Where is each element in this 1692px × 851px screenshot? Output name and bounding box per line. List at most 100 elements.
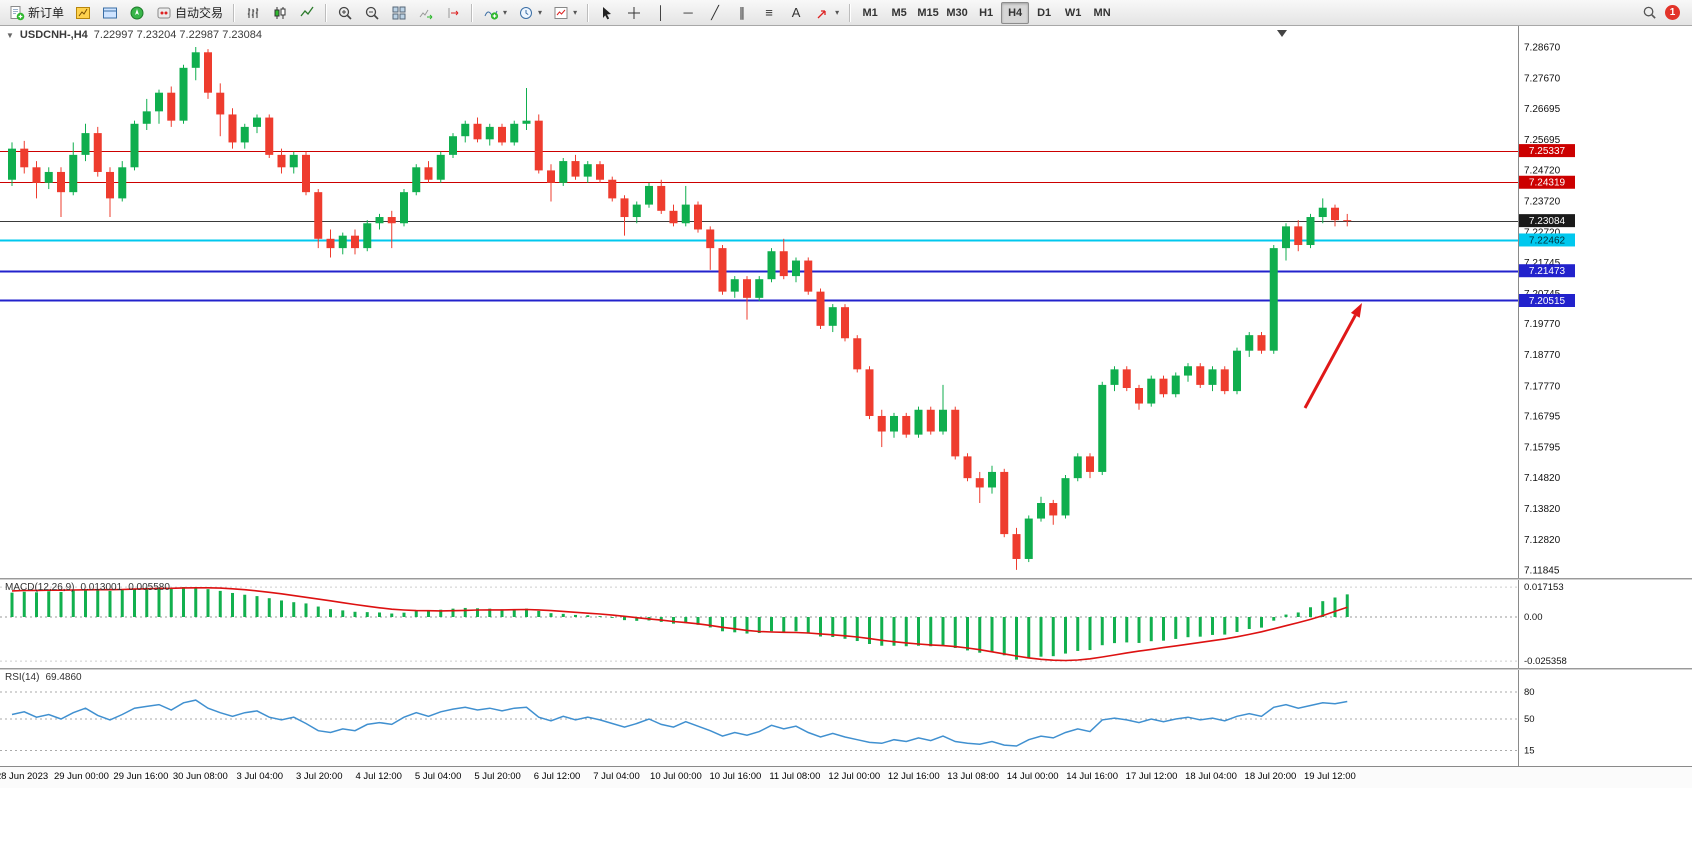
candlestick-button[interactable] — [267, 2, 293, 24]
navigator-button[interactable] — [124, 2, 150, 24]
svg-text:7.22462: 7.22462 — [1529, 235, 1566, 246]
panel-splitter[interactable] — [0, 668, 1692, 670]
tile-windows-button[interactable] — [386, 2, 412, 24]
price-tags: 7.25337 7.24319 7.23084 7.22462 7.21473 7.205… — [1519, 144, 1575, 307]
timeframe-w1[interactable]: W1 — [1064, 6, 1082, 19]
notification-badge[interactable]: 1 — [1665, 5, 1680, 20]
timeframe-m1[interactable]: M1 — [862, 6, 878, 19]
crosshair-tool-button[interactable] — [621, 2, 647, 24]
svg-text:7.22720: 7.22720 — [1524, 227, 1561, 238]
cursor-tool-button[interactable] — [594, 2, 620, 24]
panel-splitter[interactable] — [0, 578, 1692, 580]
text-tool-button[interactable]: A — [783, 2, 809, 24]
channel-tool-button[interactable]: ∥ — [729, 2, 755, 24]
new-order-button[interactable]: 新订单 — [4, 2, 69, 24]
svg-text:7.27670: 7.27670 — [1524, 74, 1561, 85]
periods-icon — [520, 6, 533, 19]
time-label: 18 Jul 20:00 — [1244, 771, 1297, 782]
svg-text:7.23084: 7.23084 — [1529, 216, 1566, 227]
chart-shift-button[interactable] — [440, 2, 466, 24]
svg-text:7.14820: 7.14820 — [1524, 473, 1561, 484]
channel-icon: ∥ — [738, 4, 746, 20]
time-label: 5 Jul 04:00 — [414, 771, 462, 782]
time-label: 30 Jun 08:00 — [172, 771, 228, 782]
time-label: 10 Jul 16:00 — [709, 771, 762, 782]
svg-text:7.11845: 7.11845 — [1524, 566, 1560, 577]
price-chart[interactable]: 7.28670 7.27670 7.26695 7.25695 7.24720 7.237… — [0, 26, 1692, 578]
collapse-triangle-icon[interactable]: ▼ — [6, 30, 14, 40]
macd-signal-line — [11, 587, 1348, 662]
toolbar-separator — [849, 3, 852, 22]
timeframe-m30[interactable]: M30 — [946, 6, 968, 19]
bar-chart-button[interactable] — [240, 2, 266, 24]
timeframe-mn[interactable]: MN — [1093, 6, 1111, 19]
trendline-tool-button[interactable]: ╱ — [702, 2, 728, 24]
vertical-line-icon: │ — [657, 4, 666, 20]
tile-windows-icon — [392, 6, 406, 19]
rsi-chart[interactable]: 80 50 15 — [0, 670, 1692, 766]
time-label: 17 Jul 12:00 — [1125, 771, 1178, 782]
vertical-line-tool-button[interactable]: │ — [648, 2, 674, 24]
time-label: 4 Jul 12:00 — [355, 771, 402, 782]
trend-arrow[interactable] — [1303, 314, 1357, 409]
macd-panel: 0.017153 0.00 -0.025358 MACD(12,26,9) 0.01… — [0, 580, 1692, 668]
timeframe-d1[interactable]: D1 — [1037, 6, 1052, 19]
time-label: 14 Jul 00:00 — [1006, 771, 1059, 782]
svg-text:7.25337: 7.25337 — [1529, 146, 1566, 157]
price-axis-labels[interactable]: 7.28670 7.27670 7.26695 7.25695 7.24720 7.237… — [1524, 43, 1561, 577]
zoom-out-button[interactable] — [359, 2, 385, 24]
svg-text:7.12820: 7.12820 — [1524, 535, 1561, 546]
macd-chart[interactable]: 0.017153 0.00 -0.025358 — [0, 580, 1692, 668]
bottom-blank-area — [0, 788, 1692, 851]
toolbar-separator — [471, 3, 474, 22]
fibonacci-tool-button[interactable]: ≡ — [756, 2, 782, 24]
charts-window-button[interactable] — [70, 2, 96, 24]
horizontal-line-tool-button[interactable]: ─ — [675, 2, 701, 24]
time-label: 19 Jul 12:00 — [1304, 771, 1356, 782]
toolbar-separator — [587, 3, 590, 22]
auto-trading-label: 自动交易 — [175, 6, 224, 20]
rsi-name: RSI(14) — [5, 672, 40, 683]
chart-shift-marker[interactable] — [1277, 30, 1287, 37]
time-axis[interactable]: 28 Jun 2023 29 Jun 00:00 29 Jun 16:00 30 Ju… — [0, 766, 1692, 788]
time-label: 10 Jul 00:00 — [650, 771, 702, 782]
search-icon[interactable] — [1642, 5, 1657, 20]
rsi-panel: 80 50 15 RSI(14) 69.4860 — [0, 670, 1692, 766]
svg-text:-0.025358: -0.025358 — [1524, 656, 1567, 667]
arrows-tool-button[interactable]: ▾ — [810, 2, 844, 24]
dropdown-caret-icon: ▾ — [538, 8, 543, 17]
horizontal-line-icon: ─ — [683, 4, 693, 20]
timeframe-m15[interactable]: M15 — [917, 6, 939, 19]
time-label: 12 Jul 00:00 — [828, 771, 881, 782]
text-icon: A — [791, 4, 801, 20]
timeframe-h4[interactable]: H4 — [1001, 1, 1030, 24]
svg-text:0.00: 0.00 — [1524, 612, 1543, 623]
crosshair-icon — [628, 6, 641, 19]
auto-scroll-button[interactable] — [413, 2, 439, 24]
timeframe-h1[interactable]: H1 — [979, 6, 994, 19]
svg-text:80: 80 — [1524, 687, 1535, 698]
indicators-button[interactable]: ▾ — [478, 2, 512, 24]
profiles-button[interactable] — [97, 2, 123, 24]
svg-text:15: 15 — [1524, 746, 1535, 757]
svg-text:0.017153: 0.017153 — [1524, 582, 1564, 593]
time-label: 14 Jul 16:00 — [1066, 771, 1118, 782]
timeframe-m5[interactable]: M5 — [891, 6, 907, 19]
auto-trading-button[interactable]: 自动交易 — [151, 2, 228, 24]
trend-arrow-head[interactable] — [1350, 303, 1362, 318]
templates-button[interactable]: ▾ — [548, 2, 582, 24]
zoom-in-button[interactable] — [332, 2, 358, 24]
line-chart-button[interactable] — [294, 2, 320, 24]
svg-text:50: 50 — [1524, 714, 1535, 725]
fibonacci-icon: ≡ — [765, 4, 773, 20]
periods-button[interactable]: ▾ — [513, 2, 547, 24]
toolbar-separator — [325, 3, 328, 22]
rsi-line — [11, 699, 1348, 747]
time-label: 12 Jul 16:00 — [887, 771, 940, 782]
zoom-out-icon — [365, 6, 379, 20]
rsi-value: 69.4860 — [45, 672, 82, 683]
candles — [8, 47, 1352, 570]
dropdown-caret-icon: ▾ — [835, 8, 840, 17]
trendline-icon: ╱ — [711, 4, 719, 20]
